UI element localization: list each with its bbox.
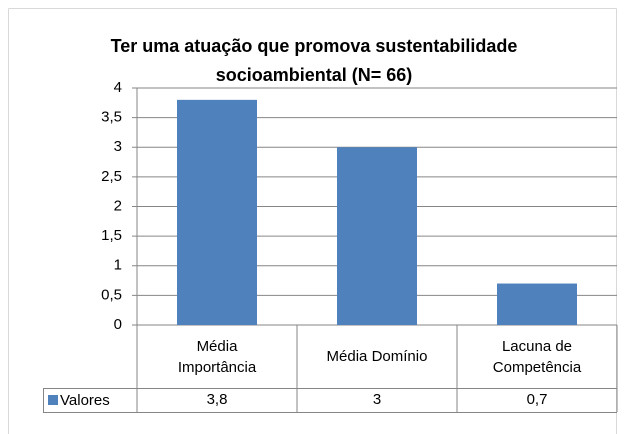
y-tick-label: 3,5 bbox=[101, 109, 122, 126]
y-tick-label: 2 bbox=[114, 197, 122, 214]
legend-key bbox=[48, 395, 58, 405]
data-label: 3 bbox=[372, 391, 382, 408]
data-label: 3,8 bbox=[206, 391, 228, 408]
chart-title: Ter uma atuação que promova sustentabili… bbox=[110, 36, 518, 85]
y-tick-label: 0 bbox=[114, 316, 122, 333]
x-tick-label: Lacuna de Competência bbox=[492, 337, 582, 376]
x-tick-label: Média Importância bbox=[177, 337, 257, 376]
y-tick-label: 3 bbox=[114, 138, 122, 155]
data-label: 0,7 bbox=[526, 391, 548, 408]
y-tick-label: 2,5 bbox=[101, 168, 122, 185]
y-tick-label: 4 bbox=[114, 79, 122, 96]
legend-label: Valores bbox=[60, 392, 110, 409]
x-tick-label: Média Domínio bbox=[326, 348, 428, 365]
bar bbox=[177, 99, 257, 325]
y-tick-label: 1 bbox=[114, 257, 122, 274]
bar bbox=[497, 283, 577, 325]
y-tick-label: 1,5 bbox=[101, 227, 122, 244]
bar bbox=[337, 147, 417, 325]
y-tick-label: 0,5 bbox=[101, 286, 122, 303]
